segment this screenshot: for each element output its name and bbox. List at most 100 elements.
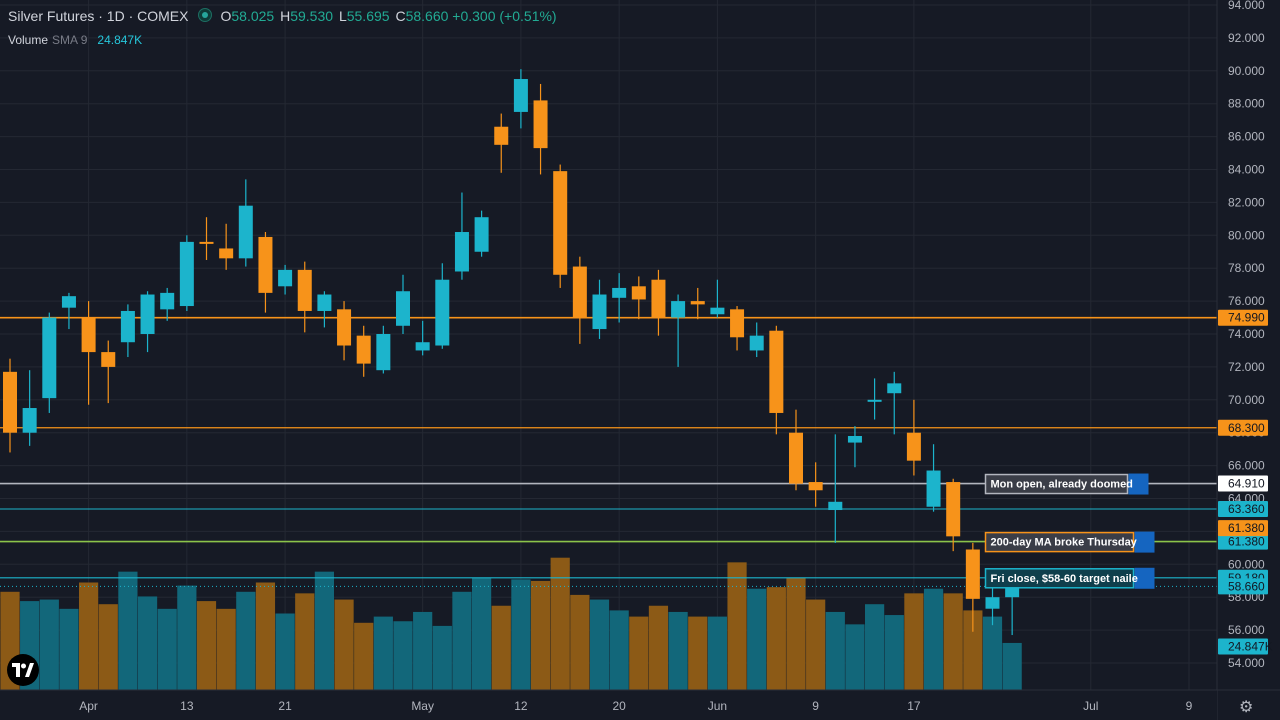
price-tick-label: 84.000: [1228, 163, 1265, 177]
symbol-title[interactable]: Silver Futures · 1D · COMEX: [8, 8, 189, 24]
annotation-handle[interactable]: [1134, 531, 1155, 553]
candle-body[interactable]: [199, 241, 214, 244]
candle-body[interactable]: [965, 549, 980, 599]
candle-body[interactable]: [454, 232, 469, 272]
high-value: 59.530: [290, 8, 334, 24]
volume-bar: [118, 571, 138, 691]
time-tick-label: Apr: [79, 699, 98, 713]
time-axis[interactable]: [0, 690, 1217, 720]
candle-body[interactable]: [140, 294, 155, 334]
volume-bar: [511, 579, 531, 691]
candle-body[interactable]: [3, 371, 17, 433]
candle-body[interactable]: [1005, 585, 1020, 598]
candle-body[interactable]: [278, 269, 293, 287]
candle-body[interactable]: [789, 432, 803, 484]
candle-body[interactable]: [219, 248, 234, 259]
candle-body[interactable]: [671, 301, 686, 318]
candle-body[interactable]: [592, 294, 607, 330]
settings-gear-icon[interactable]: ⚙: [1239, 699, 1254, 716]
volume-bar: [216, 608, 236, 691]
candle-body[interactable]: [42, 317, 57, 399]
volume-bar: [963, 610, 983, 691]
price-axis-marker-label: 64.910: [1228, 477, 1265, 491]
volume-bar: [904, 593, 924, 691]
time-tick-label: 12: [514, 699, 528, 713]
price-tick-label: 74.000: [1228, 327, 1265, 341]
candle-body[interactable]: [238, 205, 253, 259]
candle-body[interactable]: [120, 310, 135, 343]
candle-body[interactable]: [730, 309, 745, 338]
volume-bar: [354, 622, 374, 691]
candle-body[interactable]: [985, 597, 1000, 609]
candle-body[interactable]: [926, 470, 941, 507]
candle-body[interactable]: [494, 126, 509, 145]
candle-body[interactable]: [61, 296, 76, 308]
candle-body[interactable]: [376, 334, 391, 371]
price-axis-marker-label: 61.380: [1228, 521, 1265, 535]
candle-body[interactable]: [337, 309, 352, 346]
candle-body[interactable]: [749, 335, 764, 351]
candle-body[interactable]: [612, 287, 627, 298]
volume-value: 24.847K: [97, 33, 143, 47]
candle-body[interactable]: [101, 352, 116, 367]
volume-bar: [648, 605, 669, 691]
time-tick-label: 21: [278, 699, 292, 713]
price-axis-marker: [1218, 475, 1268, 492]
volume-bar: [157, 608, 177, 691]
volume-bar: [923, 588, 944, 691]
candle-body[interactable]: [317, 294, 332, 311]
volume-bar: [609, 610, 629, 691]
annotation-handle[interactable]: [1134, 567, 1155, 589]
annotation-text: 200-day MA broke Thursday: [991, 537, 1138, 549]
candle-body[interactable]: [847, 435, 862, 443]
candle-body[interactable]: [474, 217, 489, 252]
candle-body[interactable]: [572, 266, 587, 318]
volume-bar: [79, 582, 99, 691]
candle-body[interactable]: [513, 79, 528, 112]
candle-body[interactable]: [769, 330, 784, 413]
annotation-text: Mon open, already doomed: [991, 479, 1133, 491]
candle-body[interactable]: [179, 241, 194, 307]
volume-bar: [845, 624, 865, 691]
candle-body[interactable]: [533, 100, 548, 149]
candle-body[interactable]: [160, 292, 175, 310]
annotation-handle[interactable]: [1128, 473, 1149, 495]
candle-body[interactable]: [651, 279, 666, 318]
tradingview-logo-icon[interactable]: [7, 654, 39, 686]
candle-body[interactable]: [297, 269, 312, 311]
price-axis[interactable]: [1217, 0, 1280, 720]
candle-body[interactable]: [553, 171, 568, 275]
candle-body[interactable]: [808, 482, 823, 491]
volume-legend[interactable]: Volume SMA 9 24.847K: [8, 33, 142, 47]
annotation-callout[interactable]: 200-day MA broke Thursday: [984, 531, 1155, 553]
price-tick-label: 54.000: [1228, 656, 1265, 670]
price-tick-label: 92.000: [1228, 31, 1265, 45]
candle-body[interactable]: [867, 399, 882, 402]
price-axis-marker: [1218, 638, 1268, 655]
candle-body[interactable]: [22, 408, 37, 433]
candle-body[interactable]: [258, 236, 273, 293]
market-status-icon: [198, 8, 213, 22]
candle-body[interactable]: [81, 317, 96, 353]
candle-body[interactable]: [710, 307, 725, 315]
candle-body[interactable]: [690, 301, 705, 305]
price-tick-label: 56.000: [1228, 623, 1265, 637]
volume-bar: [432, 625, 452, 691]
candle-body[interactable]: [415, 342, 430, 351]
volume-bar: [629, 616, 649, 691]
volume-bar: [373, 616, 393, 691]
annotation-callout[interactable]: Mon open, already doomed: [984, 473, 1149, 495]
candle-body[interactable]: [396, 291, 410, 326]
candle-body[interactable]: [906, 432, 921, 461]
candle-body[interactable]: [631, 286, 646, 300]
annotation-callout[interactable]: Fri close, $58-60 target naile: [984, 567, 1155, 589]
volume-bar: [668, 611, 688, 691]
price-axis-marker: [1218, 419, 1268, 436]
candle-body[interactable]: [946, 482, 961, 537]
candle-body[interactable]: [828, 501, 843, 511]
candle-body[interactable]: [887, 383, 902, 394]
price-axis-marker-label: 63.360: [1228, 502, 1265, 516]
candle-body[interactable]: [356, 335, 371, 364]
candle-body[interactable]: [435, 279, 450, 346]
